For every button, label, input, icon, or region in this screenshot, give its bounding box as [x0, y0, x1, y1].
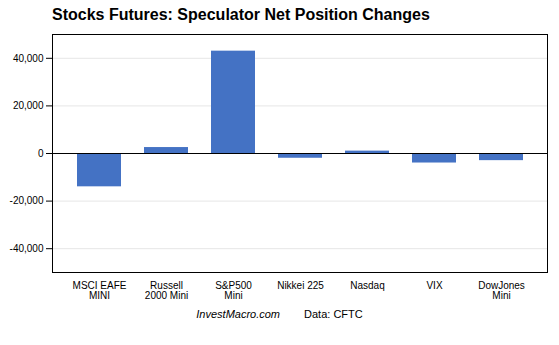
svg-text:-20,000: -20,000 — [10, 195, 44, 206]
html-text:Data: CFTC: Data: CFTC — [304, 308, 363, 320]
svg-text:Nikkei 225: Nikkei 225 — [277, 280, 324, 291]
svg-text:MSCI EAFEMINI: MSCI EAFEMINI — [73, 280, 127, 301]
html-text:InvestMacro.com: InvestMacro.com — [196, 308, 280, 320]
svg-text:VIX: VIX — [426, 280, 442, 291]
svg-text:20,000: 20,000 — [13, 100, 44, 111]
svg-text:Nasdaq: Nasdaq — [350, 280, 384, 291]
svg-text:Russell2000 Mini: Russell2000 Mini — [145, 280, 188, 301]
svg-text:0: 0 — [38, 148, 44, 159]
html-text:Stocks Futures: Speculator Net: Stocks Futures: Speculator Net Position … — [52, 6, 430, 23]
svg-text:DowJonesMini: DowJonesMini — [478, 280, 525, 301]
svg-text:S&P500Mini: S&P500Mini — [215, 280, 252, 301]
svg-text:-40,000: -40,000 — [10, 243, 44, 254]
svg-text:40,000: 40,000 — [13, 53, 44, 64]
